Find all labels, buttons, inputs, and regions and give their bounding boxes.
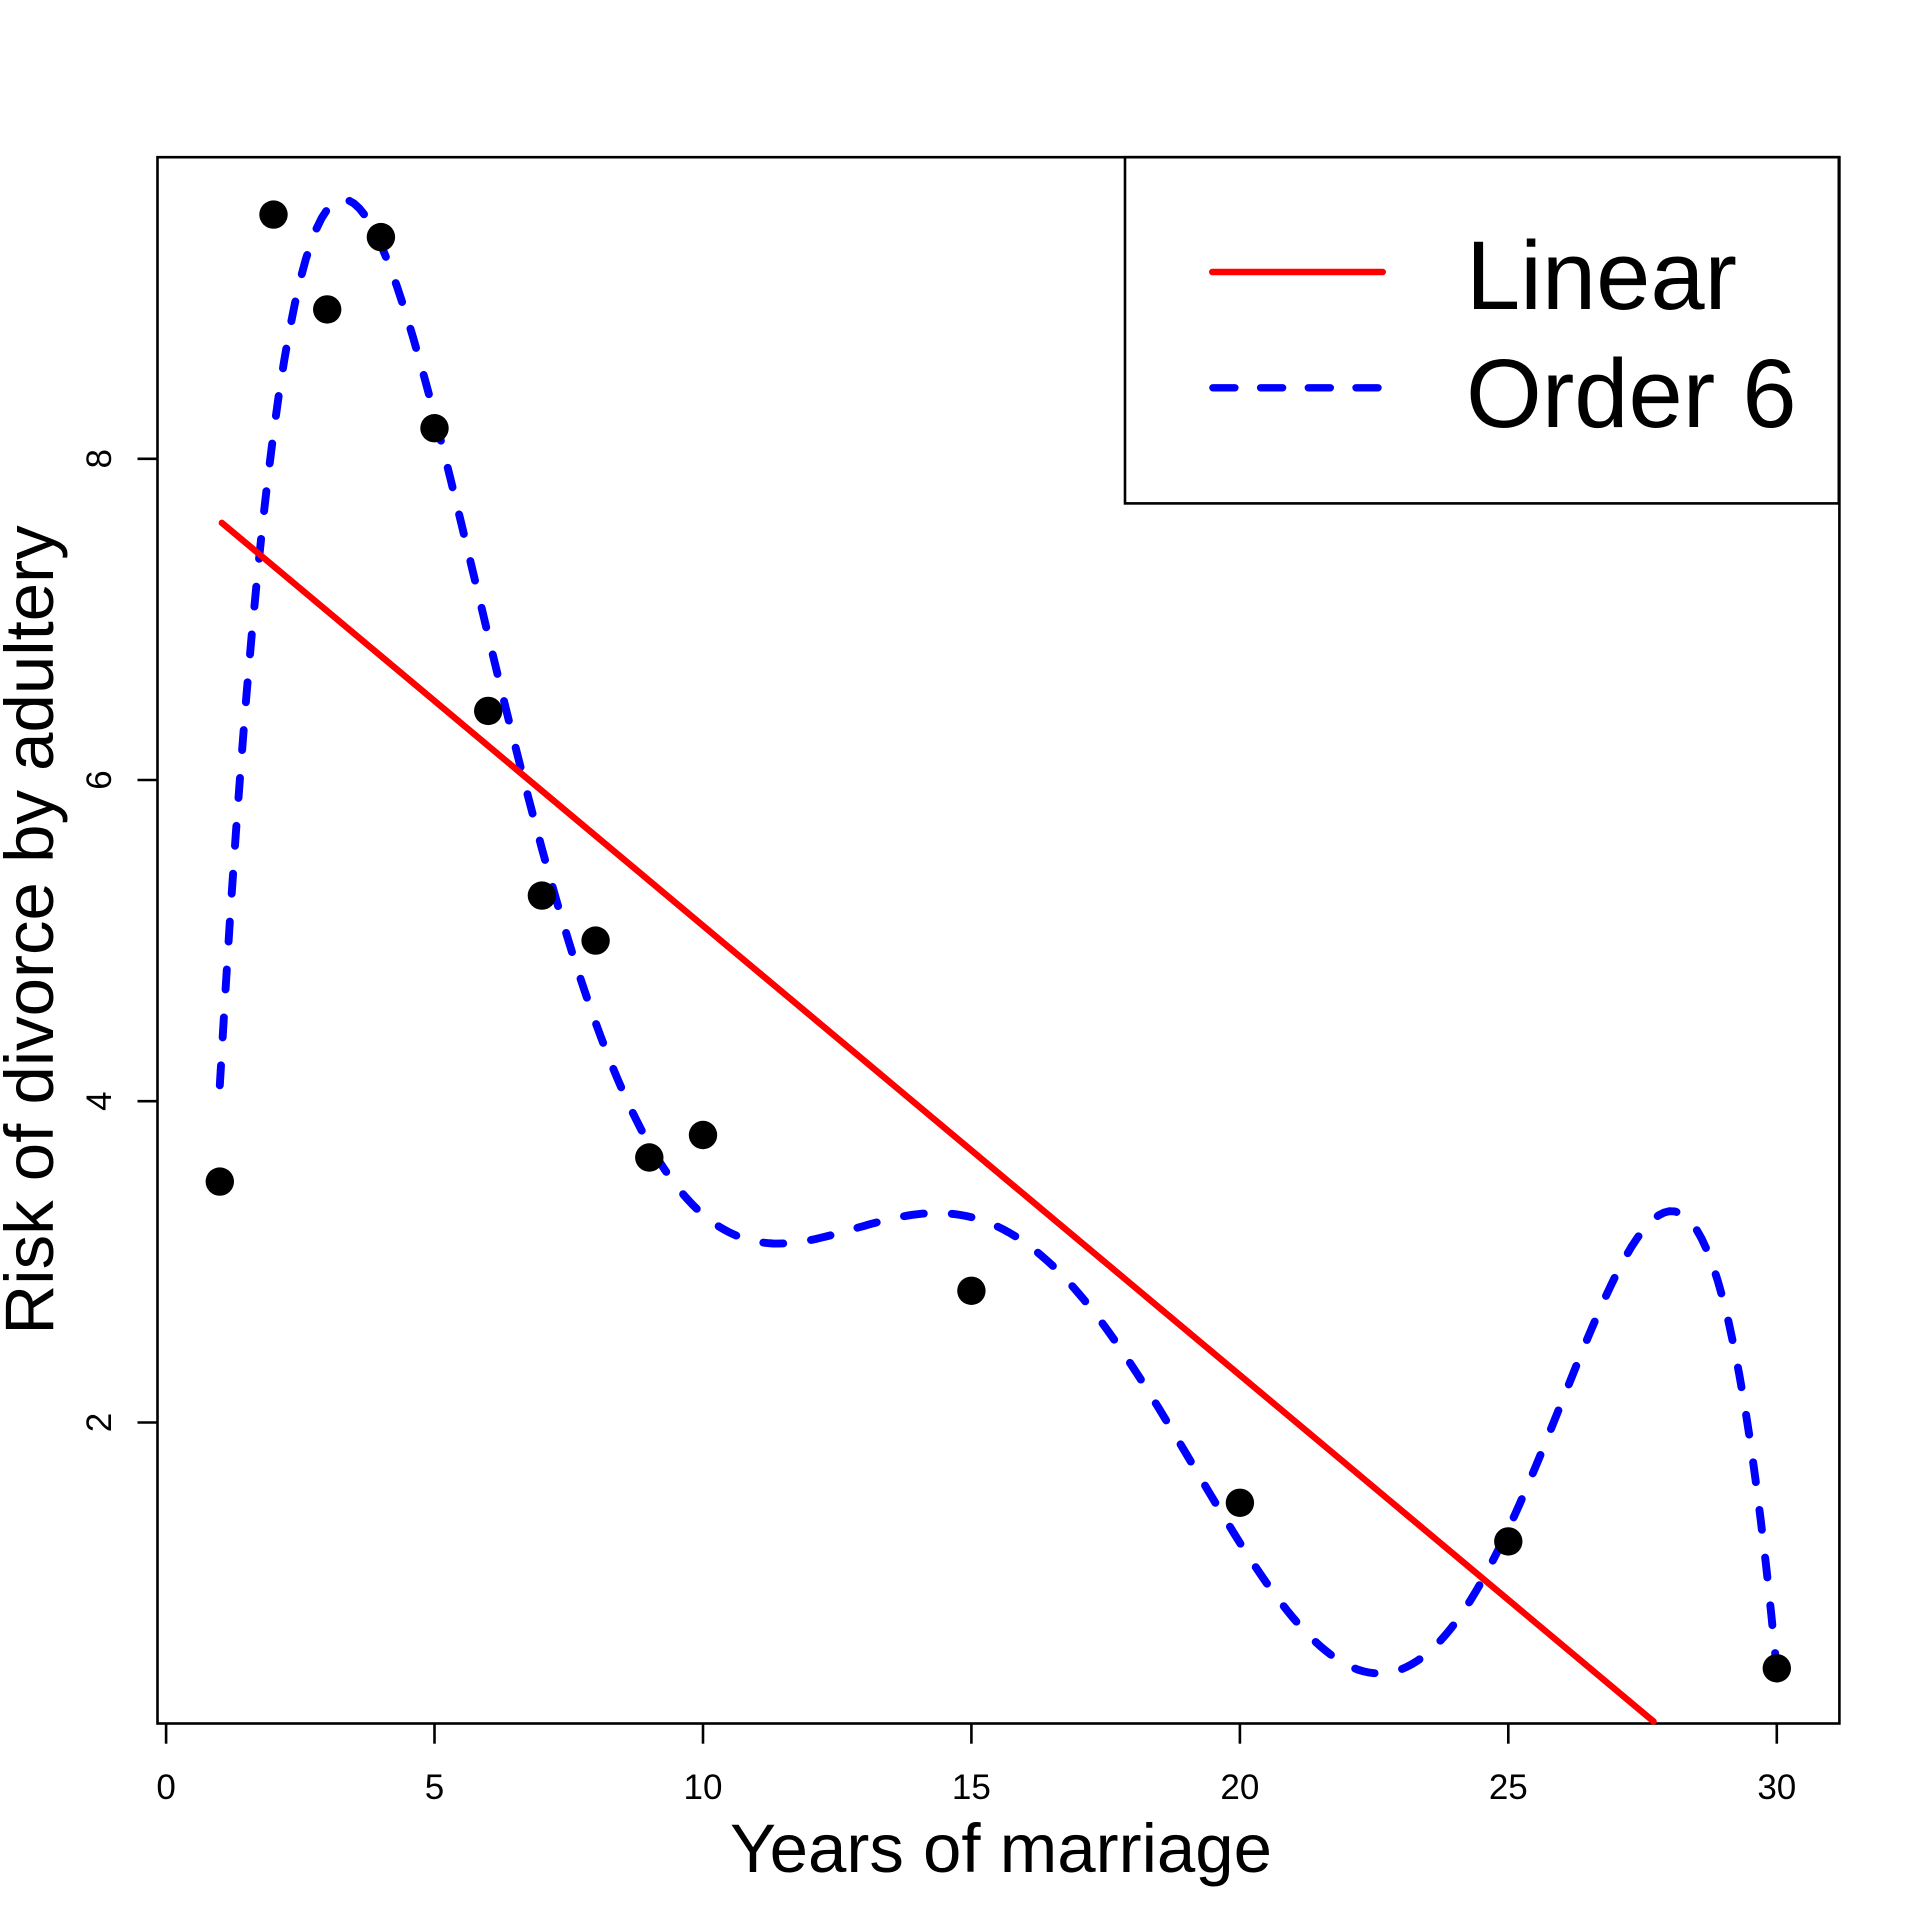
svg-text:30: 30 <box>1757 1768 1796 1807</box>
svg-text:8: 8 <box>80 449 119 468</box>
svg-text:10: 10 <box>684 1768 723 1807</box>
svg-text:Order 6: Order 6 <box>1466 339 1797 448</box>
svg-text:2: 2 <box>80 1413 119 1432</box>
svg-text:25: 25 <box>1489 1768 1528 1807</box>
svg-text:Risk of divorce by adultery: Risk of divorce by adultery <box>0 525 68 1335</box>
svg-text:6: 6 <box>80 770 119 789</box>
svg-text:20: 20 <box>1220 1768 1259 1807</box>
svg-text:Years of marriage: Years of marriage <box>730 1810 1272 1887</box>
svg-text:5: 5 <box>425 1768 444 1807</box>
svg-text:Linear: Linear <box>1466 221 1737 330</box>
svg-text:15: 15 <box>952 1768 991 1807</box>
svg-text:0: 0 <box>156 1768 175 1807</box>
svg-text:4: 4 <box>80 1091 119 1110</box>
